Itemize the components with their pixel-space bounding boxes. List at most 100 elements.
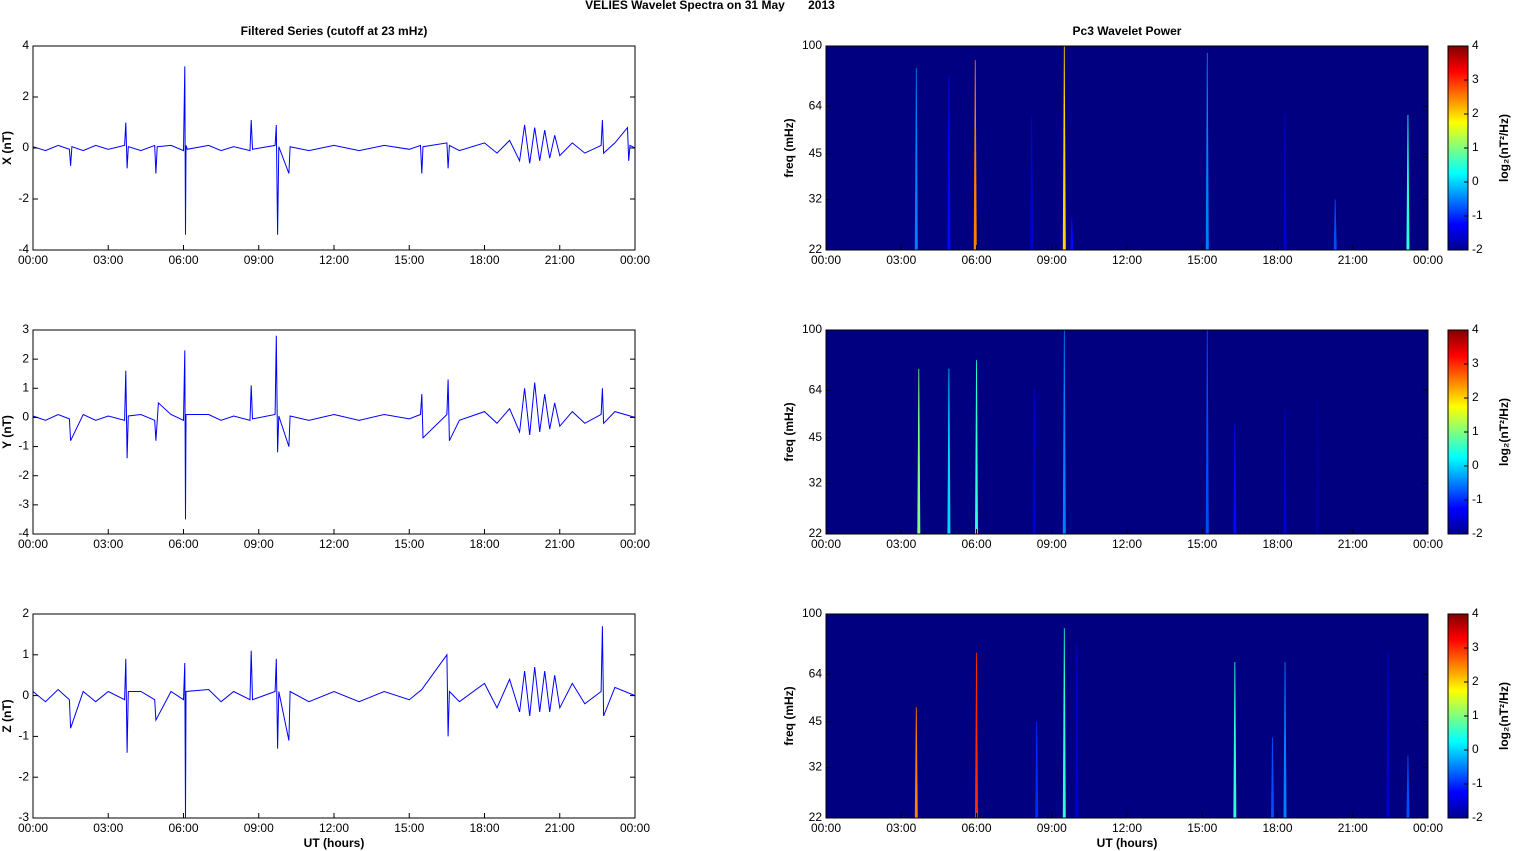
x-tick-label: 00:00 [620,537,650,551]
y-axis-label: freq (mHz) [782,118,796,177]
x-tick-label: 18:00 [469,537,499,551]
x-tick-label: 06:00 [168,253,198,267]
x-tick-label: 21:00 [1338,537,1368,551]
x-tick-label: 18:00 [1262,537,1292,551]
y-tick-label: 64 [809,382,823,396]
x-tick-label: 15:00 [1187,253,1217,267]
series-line [32,335,636,520]
x-tick-label: 09:00 [1037,537,1067,551]
x-tick-label: 00:00 [620,253,650,267]
x-tick-label: 03:00 [93,537,123,551]
spectrogram-background [826,330,1428,534]
y-axis-label: freq (mHz) [782,686,796,745]
x-tick-label: 12:00 [1112,821,1142,835]
x-tick-label: 12:00 [319,253,349,267]
colorbar-tick-label: 0 [1472,742,1479,756]
colorbar-tick-label: 3 [1472,356,1479,370]
x-tick-label: 15:00 [394,537,424,551]
colorbar-label: log₂(nT²/Hz) [1497,682,1511,750]
power-streak [975,360,978,534]
y-tick-label: -4 [18,526,29,540]
x-tick-label: 00:00 [620,821,650,835]
power-streak [1283,410,1287,534]
y-tick-label: 100 [802,322,822,336]
y-tick-label: 22 [809,242,823,256]
colorbar-tick-label: -2 [1472,810,1483,824]
series-line [32,66,636,235]
x-tick-label: 03:00 [93,821,123,835]
y-tick-label: 100 [802,38,822,52]
x-tick-label: 09:00 [244,821,274,835]
colorbar-tick-label: 2 [1472,390,1479,404]
spectrogram-background [826,46,1428,250]
colorbar-tick-label: 1 [1472,424,1479,438]
y-tick-label: -3 [18,810,29,824]
power-streak [1270,737,1274,818]
power-streak [1283,662,1287,818]
y-tick-label: 4 [22,38,29,52]
y-axis-label: freq (mHz) [782,402,796,461]
y-tick-label: 64 [809,98,823,112]
power-streak [1062,46,1066,250]
colorbar-tick-label: -2 [1472,242,1483,256]
colorbar-tick-label: 4 [1472,38,1479,52]
colorbar-tick-label: 1 [1472,708,1479,722]
colorbar-tick-label: -1 [1472,492,1483,506]
x-tick-label: 00:00 [18,537,48,551]
colorbar-tick-label: 2 [1472,674,1479,688]
power-streak [1205,52,1209,250]
chart-title: Pc3 Wavelet Power [1073,24,1182,38]
colorbar-tick-label: 3 [1472,72,1479,86]
y-tick-label: -2 [18,468,29,482]
x-tick-label: 09:00 [244,537,274,551]
power-streak [1062,628,1066,818]
power-streak [914,67,918,250]
y-tick-label: 45 [809,714,823,728]
colorbar-label: log₂(nT²/Hz) [1497,398,1511,466]
power-streak [1035,721,1039,818]
x-tick-label: 12:00 [1112,253,1142,267]
x-tick-label: 21:00 [545,537,575,551]
x-tick-label: 00:00 [1413,253,1443,267]
y-tick-label: 32 [809,760,823,774]
x-tick-label: 03:00 [886,253,916,267]
plot-frame [32,613,636,819]
y-tick-label: 22 [809,810,823,824]
x-tick-label: 06:00 [961,537,991,551]
power-streak [1205,330,1209,534]
power-streak [1333,199,1337,250]
y-tick-label: 45 [809,430,823,444]
x-tick-label: 15:00 [1187,821,1217,835]
figure-title: VELIES Wavelet Spectra on 31 May 2013 [585,0,835,12]
x-tick-label: 12:00 [319,537,349,551]
power-streak [1070,217,1074,250]
x-tick-label: 00:00 [1413,821,1443,835]
power-streak [917,368,921,534]
y-tick-label: 100 [802,606,822,620]
power-streak [1233,662,1237,818]
power-streak [1062,330,1066,534]
power-streak [975,652,978,818]
y-tick-label: 2 [22,606,29,620]
x-tick-label: 06:00 [168,821,198,835]
y-tick-label: 22 [809,526,823,540]
x-tick-label: 21:00 [545,253,575,267]
y-tick-label: 2 [22,351,29,365]
y-tick-label: -1 [18,729,29,743]
y-tick-label: -2 [18,769,29,783]
y-axis-label: X (nT) [0,131,14,165]
y-tick-label: -4 [18,242,29,256]
power-streak [1283,114,1287,250]
y-tick-label: -3 [18,497,29,511]
colorbar-tick-label: 4 [1472,606,1479,620]
x-tick-label: 09:00 [244,253,274,267]
x-tick-label: 09:00 [1037,253,1067,267]
x-tick-label: 12:00 [319,821,349,835]
x-tick-label: 12:00 [1112,537,1142,551]
y-tick-label: 3 [22,322,29,336]
x-tick-label: 00:00 [1413,537,1443,551]
x-tick-label: 18:00 [1262,253,1292,267]
x-tick-label: 18:00 [469,253,499,267]
y-tick-label: 2 [22,89,29,103]
